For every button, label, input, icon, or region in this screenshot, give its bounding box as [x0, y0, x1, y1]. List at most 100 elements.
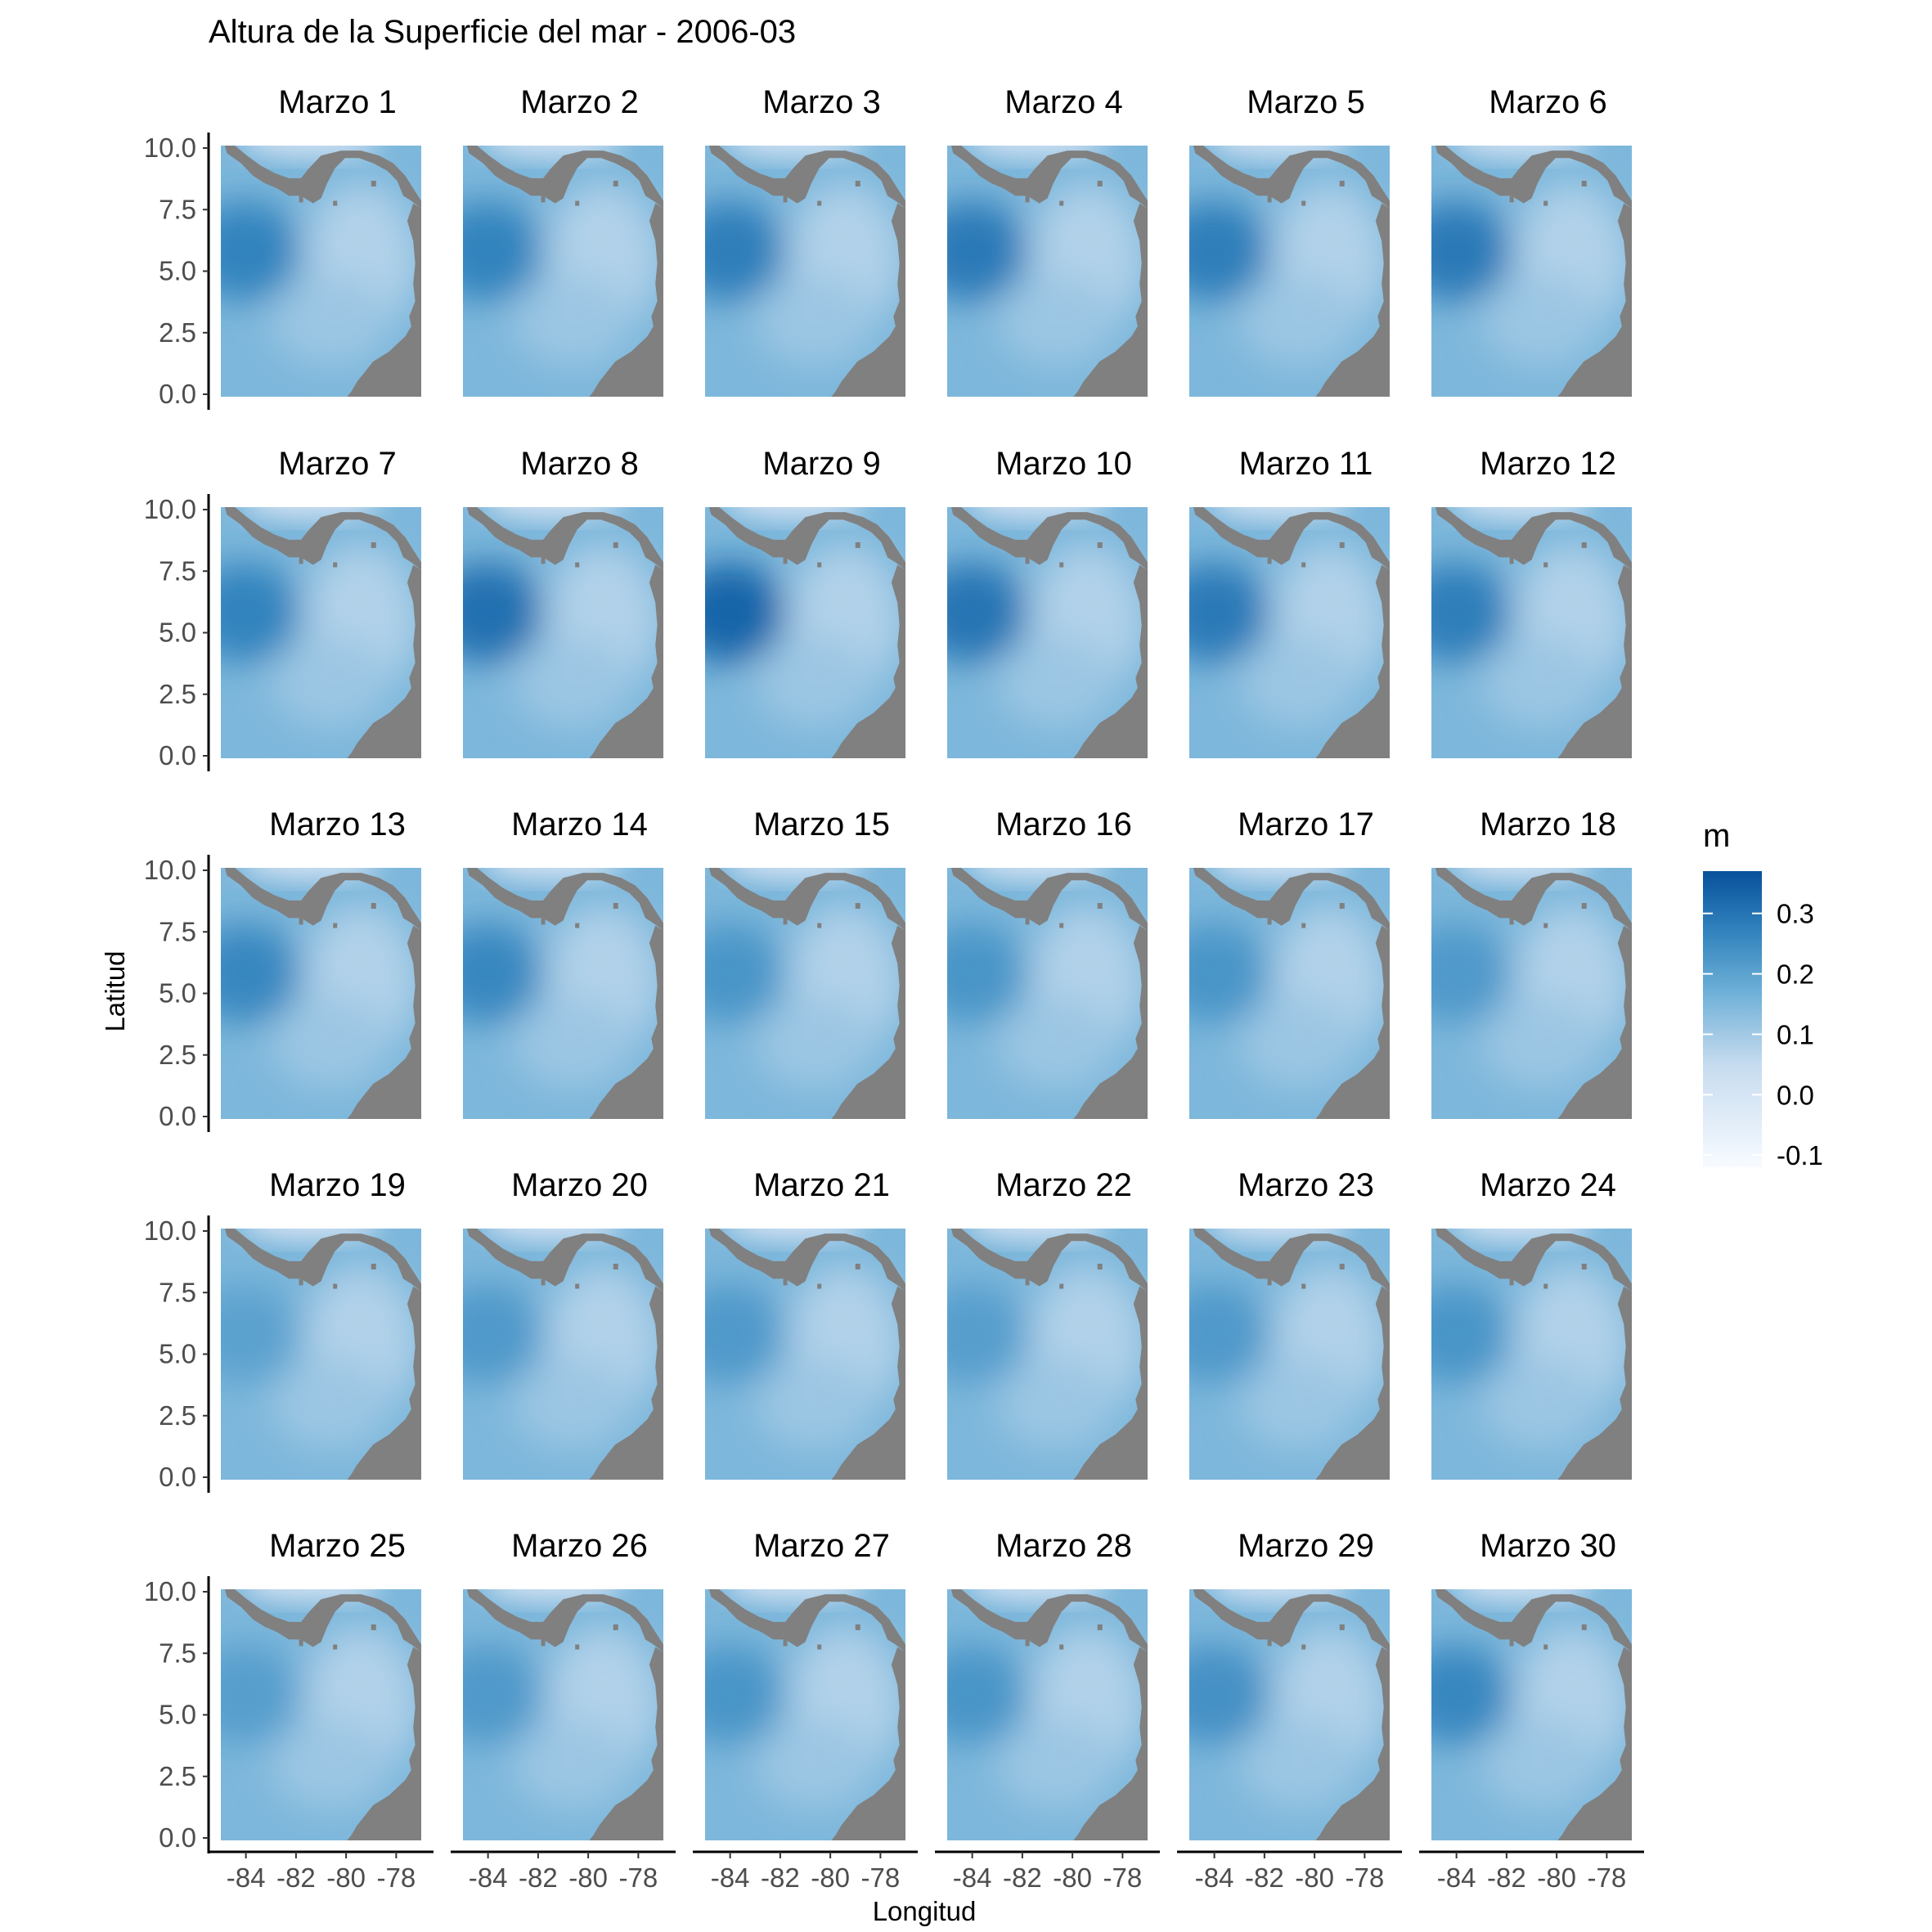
y-tick-label: 2.5 — [159, 1761, 196, 1791]
land-central-america — [708, 507, 905, 570]
land-island — [1097, 1263, 1103, 1269]
facet-panel: Marzo 4 — [947, 84, 1148, 397]
land-colombia — [831, 925, 905, 1119]
land-island — [855, 541, 860, 548]
y-tick-label: 0.0 — [159, 1822, 196, 1853]
land-island — [299, 557, 303, 564]
land-island — [371, 1624, 376, 1630]
land-colombia — [1315, 925, 1390, 1119]
facet-strip-label: Marzo 29 — [1238, 1528, 1374, 1564]
land-central-america — [950, 507, 1148, 570]
land-colombia — [1073, 1647, 1148, 1840]
ssh-high-eddy — [221, 562, 301, 663]
land-island — [1543, 200, 1548, 206]
ssh-high-eddy — [1431, 562, 1512, 663]
y-tick-label: 5.0 — [159, 978, 196, 1009]
y-axis-label: Latitud — [100, 950, 130, 1031]
ssh-low-region — [271, 1359, 392, 1450]
facet-panel: Marzo 9 — [705, 446, 905, 758]
land-colombia — [831, 1647, 905, 1840]
land-island — [1267, 557, 1272, 564]
land-island — [1301, 1644, 1306, 1650]
land-central-america — [708, 1589, 905, 1652]
x-axis-label: Longitud — [873, 1896, 977, 1926]
facet-strip-label: Marzo 21 — [753, 1167, 890, 1203]
ssh-high-eddy — [463, 562, 543, 663]
ssh-low-region — [513, 276, 634, 367]
land-island — [1543, 1644, 1548, 1650]
facet-panel: Marzo 24 — [1431, 1167, 1632, 1480]
ssh-low-region — [1481, 998, 1602, 1090]
ssh-high-eddy — [947, 200, 1027, 302]
land-island — [613, 541, 618, 548]
land-island — [855, 1263, 860, 1269]
ssh-high-eddy — [463, 923, 543, 1024]
x-tick-label: -80 — [1295, 1862, 1334, 1893]
ssh-low-region — [1481, 1719, 1602, 1811]
ssh-high-eddy — [1189, 923, 1269, 1024]
y-tick-label: 0.0 — [159, 740, 196, 771]
ssh-high-eddy — [947, 1283, 1027, 1385]
facet-strip-label: Marzo 26 — [511, 1528, 648, 1564]
ssh-high-eddy — [1189, 1644, 1269, 1746]
facet-strip-label: Marzo 13 — [269, 806, 406, 842]
land-island — [817, 562, 822, 568]
ssh-high-eddy — [221, 200, 301, 302]
land-central-america — [708, 146, 905, 209]
ssh-high-eddy — [705, 200, 785, 302]
land-island — [817, 1644, 822, 1650]
land-colombia — [1073, 203, 1148, 397]
land-island — [783, 195, 788, 203]
land-central-america — [224, 1589, 421, 1652]
facet-strip-label: Marzo 17 — [1238, 806, 1374, 842]
ssh-high-eddy — [1431, 1283, 1512, 1385]
x-tick-label: -80 — [811, 1862, 850, 1893]
legend-tick-label: 0.1 — [1777, 1019, 1814, 1049]
land-colombia — [831, 1286, 905, 1480]
land-colombia — [589, 1286, 663, 1480]
land-island — [371, 180, 376, 186]
x-tick-label: -82 — [761, 1862, 800, 1893]
land-island — [1097, 180, 1103, 186]
land-island — [783, 918, 788, 925]
facet-strip-label: Marzo 2 — [520, 84, 639, 120]
facet-panel: Marzo 2 — [463, 84, 663, 397]
land-island — [1509, 195, 1514, 203]
facet-panel: Marzo 11 — [1189, 446, 1390, 758]
land-island — [855, 1624, 860, 1630]
y-tick-label: 0.0 — [159, 1101, 196, 1131]
ssh-high-eddy — [705, 1283, 785, 1385]
land-central-america — [950, 146, 1148, 209]
land-central-america — [1435, 1589, 1632, 1652]
facet-panel: Marzo 19 — [221, 1167, 421, 1480]
x-tick-label: -80 — [1053, 1862, 1092, 1893]
land-central-america — [1193, 1589, 1390, 1652]
facet-panel: Marzo 21 — [705, 1167, 905, 1480]
legend-tick-label: -0.1 — [1777, 1140, 1823, 1170]
land-island — [855, 902, 860, 909]
land-island — [1301, 1283, 1306, 1289]
land-central-america — [224, 507, 421, 570]
land-colombia — [347, 1286, 421, 1480]
land-central-america — [950, 868, 1148, 931]
facet-panel: Marzo 20 — [463, 1167, 663, 1480]
y-axis: 0.0 2.5 5.0 7.5 10.0 — [144, 1215, 210, 1493]
land-island — [575, 923, 580, 928]
land-island — [541, 1639, 546, 1647]
facet-panel: Marzo 28 — [947, 1528, 1148, 1840]
land-colombia — [1557, 1286, 1632, 1480]
ssh-low-region — [271, 998, 392, 1090]
y-tick-label: 7.5 — [159, 555, 196, 586]
ssh-high-eddy — [221, 923, 301, 1024]
land-island — [1059, 1283, 1064, 1289]
facet-strip-label: Marzo 9 — [762, 446, 881, 482]
facet-strip-label: Marzo 6 — [1489, 84, 1607, 120]
land-island — [1025, 918, 1030, 925]
ssh-high-eddy — [947, 562, 1027, 663]
y-tick-label: 2.5 — [159, 1040, 196, 1070]
y-tick-label: 10.0 — [144, 855, 196, 885]
y-axis: 0.0 2.5 5.0 7.5 10.0 — [144, 133, 210, 410]
land-island — [333, 923, 338, 928]
ssh-high-eddy — [221, 1644, 301, 1746]
ssh-low-region — [755, 1359, 876, 1450]
